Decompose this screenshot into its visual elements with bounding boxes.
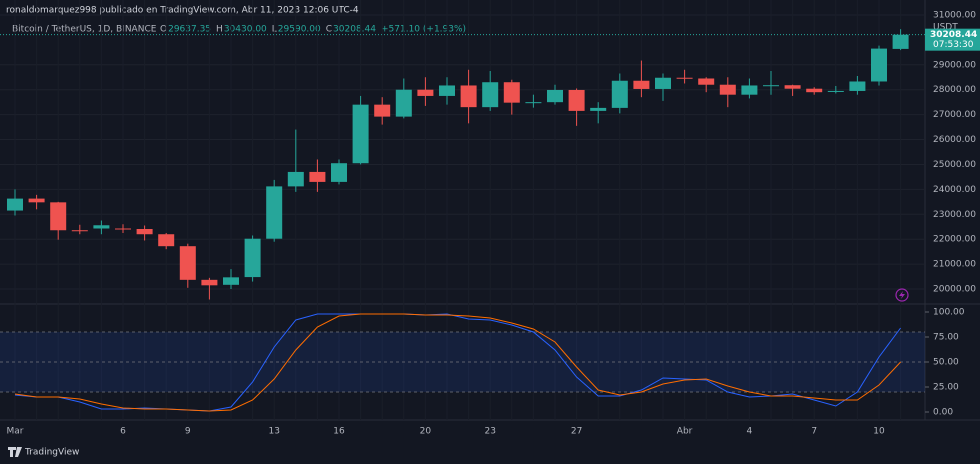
y-tick-label: 100.00 [933, 308, 965, 318]
candle-body [698, 78, 715, 85]
ohlc-legend: O29637.35H30430.00L29590.00C30208.44+571… [160, 25, 466, 35]
candle-body [93, 225, 110, 229]
y-tick-label: 0.00 [933, 408, 953, 418]
y-tick-label: 22000.00 [933, 235, 976, 245]
candle-body [892, 34, 909, 49]
candle-body [136, 228, 153, 235]
candle-body [590, 107, 607, 111]
candle-body [525, 102, 542, 104]
candle-body [374, 104, 391, 117]
candle-body [115, 228, 131, 230]
alert-icon[interactable] [895, 288, 909, 302]
currency: USDT [933, 23, 958, 33]
candle-body [352, 104, 369, 164]
candle-body [849, 81, 866, 91]
candle-body [331, 163, 347, 182]
y-tick-label: 23000.00 [933, 210, 976, 220]
candle-body [309, 171, 326, 182]
y-tick-label: 25.00 [933, 383, 959, 393]
ohlc-value: 29590.00 [278, 25, 321, 35]
publisher: ronaldomarquez998 publicado en TradingVi… [6, 6, 359, 16]
candle-body [763, 85, 779, 87]
candle-body [28, 198, 45, 203]
candle-body [179, 246, 196, 280]
candle-body [568, 89, 585, 111]
candle-body [827, 90, 844, 92]
y-tick-label: 75.00 [933, 333, 959, 343]
ohlc-value: 30208.44 [333, 25, 376, 35]
candle-body [547, 89, 563, 103]
oscillator-pane: 100.00 75.00 50.00 25.00 0.00 [0, 308, 965, 418]
candle-body [395, 89, 412, 117]
logo [8, 447, 22, 457]
candle-body [417, 89, 434, 96]
candle-body [266, 186, 283, 239]
y-tick-label: 29000.00 [933, 60, 976, 70]
countdown: 07:53:30 [933, 40, 974, 50]
candle-body [806, 88, 823, 93]
x-tick-label: 10 [873, 427, 885, 437]
candle-body [7, 198, 23, 211]
y-tick-label: 28000.00 [933, 85, 976, 95]
candle-body [655, 77, 671, 89]
x-tick-label: 6 [120, 427, 126, 437]
candle-body [50, 202, 67, 231]
stoch-line [14, 313, 901, 412]
candle-body [71, 230, 88, 232]
candle-body [503, 82, 520, 103]
y-tick-label: 24000.00 [933, 185, 976, 195]
price-pane: 31000.00 29000.00 28000.00 27000.00 26000.00… [0, 10, 980, 437]
x-tick-label: 16 [333, 427, 345, 437]
candle-body [482, 82, 499, 108]
candle-body [439, 85, 455, 96]
x-tick-label: 7 [811, 427, 817, 437]
x-tick-label: 13 [268, 427, 279, 437]
y-tick-label: 20000.00 [933, 285, 976, 295]
y-tick-label: 26000.00 [933, 135, 976, 145]
x-tick-label: 4 [747, 427, 753, 437]
ohlc-value: 30430.00 [224, 25, 267, 35]
symbol: Bitcoin / TetherUS, 1D, BINANCE [12, 25, 157, 35]
candle-body [223, 277, 239, 285]
y-tick-label: 50.00 [933, 358, 959, 368]
y-tick-label: 27000.00 [933, 110, 976, 120]
candle-body [784, 85, 801, 89]
y-tick-label: 21000.00 [933, 260, 976, 270]
price-tag-value: 30208.44 [930, 30, 977, 40]
candle-body [158, 234, 175, 247]
ohlc-letter: H [216, 25, 223, 35]
y-tick-label: 31000.00 [933, 10, 976, 20]
x-tick-label: 23 [484, 427, 495, 437]
candle-body [460, 85, 477, 108]
ohlc-letter: O [160, 25, 167, 35]
candle-body [633, 80, 650, 89]
x-tick-label: Abr [677, 427, 693, 437]
x-tick-label: 27 [571, 427, 582, 437]
x-tick-label: Mar [7, 427, 24, 437]
candle-body [287, 171, 304, 187]
ohlc-value: 29637.35 [168, 25, 211, 35]
change: +571.10 (+1.93%) [381, 25, 466, 35]
price-tag [925, 28, 980, 51]
y-tick-label: 25000.00 [933, 160, 976, 170]
x-tick-label: 20 [420, 427, 432, 437]
candle-body [611, 80, 628, 108]
candle-body [871, 48, 887, 82]
candle-body [244, 238, 261, 278]
footer-brand: TradingView [24, 448, 79, 458]
candle-body [741, 85, 758, 95]
x-tick-label: 9 [185, 427, 191, 437]
candle-body [676, 77, 693, 79]
ohlc-letter: C [326, 25, 332, 35]
alert-bolt [899, 291, 905, 299]
candle-body [201, 279, 218, 286]
candle-body [719, 84, 736, 95]
